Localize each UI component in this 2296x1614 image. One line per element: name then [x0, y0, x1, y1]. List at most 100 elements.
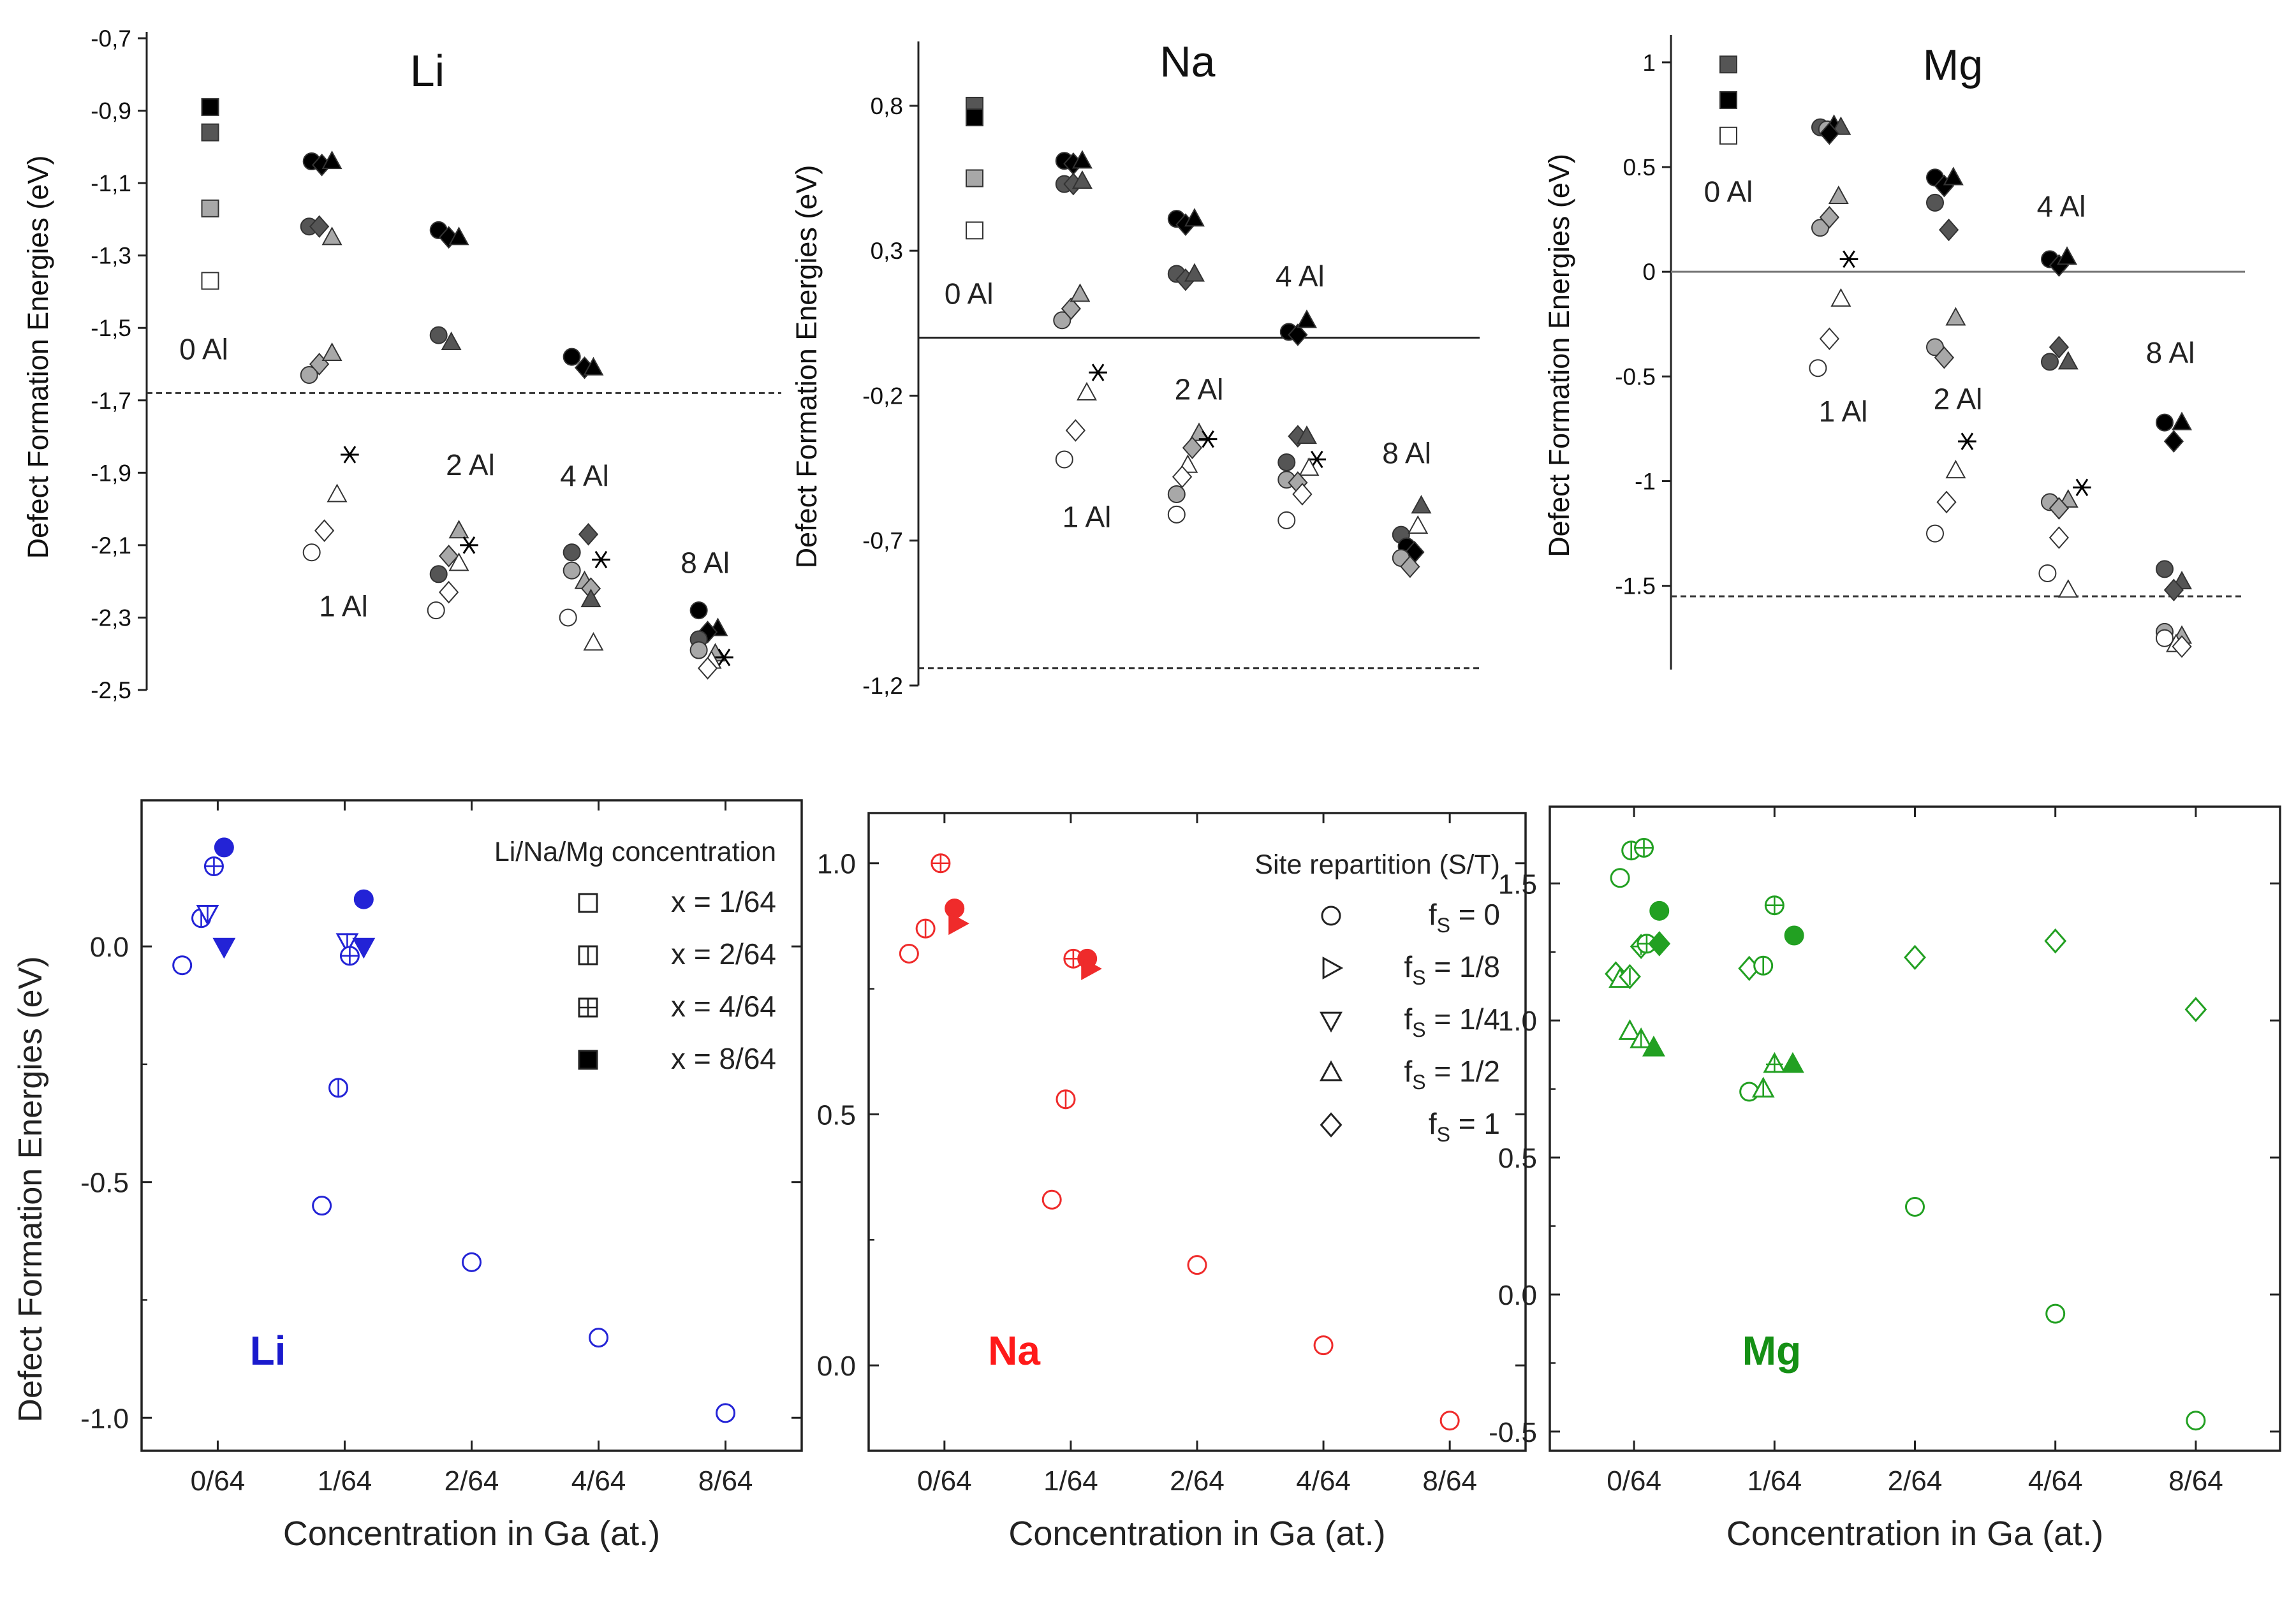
data-point	[300, 366, 318, 385]
data-point	[438, 545, 459, 568]
panel-title: Na	[1160, 38, 1216, 86]
panel-title: Li	[250, 1328, 286, 1374]
data-point	[1828, 185, 1849, 205]
data-point	[353, 889, 374, 909]
data-point	[689, 641, 708, 659]
data-point	[1296, 425, 1317, 444]
data-point	[1943, 166, 1964, 186]
y-tick-label: 0.5	[817, 1099, 856, 1131]
legend-marker	[578, 1050, 598, 1070]
legend-label-sub: S	[1437, 914, 1450, 937]
data-point	[1719, 126, 1737, 145]
data-point	[1618, 1019, 1642, 1040]
panel-bottom-mg: 1.5 1.0 0.5 0.0 -0.5 0/64 1/64 2/64 4/64 8/64 Conc…	[1489, 805, 2281, 1553]
data-point	[966, 221, 983, 240]
legend-label-rest: = 1/2	[1426, 1055, 1500, 1088]
data-point	[1958, 432, 1976, 450]
data-point	[2045, 1303, 2066, 1324]
data-point	[697, 657, 718, 680]
data-point	[563, 348, 581, 366]
data-point	[201, 123, 219, 142]
data-point	[1809, 359, 1827, 378]
data-point	[1945, 307, 1966, 326]
data-point	[1904, 944, 1926, 971]
y-tick-label: -2,1	[91, 532, 131, 559]
data-point	[214, 837, 234, 858]
legend-label: x = 4/64	[671, 990, 776, 1023]
data-point	[1071, 150, 1093, 169]
top-left-ylabel: Defect Formation Energies (eV)	[22, 156, 54, 559]
data-point	[1819, 122, 1840, 145]
data-point	[429, 326, 448, 344]
data-point	[559, 608, 577, 627]
y-tick-label: 0.0	[1498, 1280, 1537, 1311]
legend-title: Site repartition (S/T)	[1255, 849, 1500, 880]
data-point	[460, 536, 478, 554]
group-label: 4 Al	[1276, 260, 1325, 293]
data-point	[563, 543, 581, 562]
data-point	[1292, 483, 1313, 506]
data-point	[201, 98, 219, 116]
data-point	[2041, 353, 2059, 371]
x-tick-label: 4/64	[2028, 1465, 2083, 1497]
data-point	[583, 356, 604, 376]
x-tick-label: 0/64	[917, 1465, 972, 1497]
data-point	[1936, 490, 1957, 514]
panel-top-na: 0,8 0,3 -0,2 -0,7 -1,2 Defect Formation Energ…	[790, 38, 1480, 699]
data-point	[1945, 460, 1966, 479]
x-tick-label: 4/64	[1296, 1465, 1351, 1497]
data-point	[1784, 925, 1804, 946]
group-label: 4 Al	[2037, 189, 2086, 223]
y-tick-label: -1,2	[862, 673, 903, 699]
group-label: 4 Al	[560, 459, 609, 492]
data-point	[1081, 957, 1102, 981]
data-point	[2073, 478, 2091, 497]
data-point	[948, 912, 969, 935]
data-point	[2057, 246, 2077, 265]
data-point	[1172, 465, 1193, 488]
data-point	[1041, 1189, 1062, 1210]
data-point	[1288, 323, 1308, 346]
data-point	[716, 1403, 736, 1423]
panel-bottom-na: 1.0 0.5 0.0 0/64 1/64 2/64 4/64 8/64 Concentrati…	[817, 812, 1527, 1553]
y-axis-label: Defect Formation Energies (eV)	[790, 165, 823, 569]
data-point	[1198, 430, 1218, 448]
panel-title: Li	[410, 46, 445, 96]
data-point	[580, 589, 601, 608]
data-point	[2049, 335, 2070, 359]
data-point	[2172, 635, 2192, 658]
data-point	[1313, 1335, 1334, 1356]
data-point	[1811, 219, 1829, 237]
y-tick-label: -0,7	[862, 528, 903, 554]
data-point	[1277, 511, 1296, 529]
legend-label-main: f	[1429, 1107, 1437, 1140]
y-tick-label: -2,3	[91, 605, 131, 631]
y-tick-label: -0,9	[91, 98, 131, 124]
data-point	[462, 1252, 482, 1272]
data-point	[1065, 419, 1086, 442]
legend-marker	[1320, 1011, 1343, 1033]
x-tick-label: 1/64	[1043, 1465, 1098, 1497]
y-tick-label: 0,3	[871, 238, 903, 264]
data-point	[1926, 193, 1944, 212]
group-label: 2 Al	[446, 448, 495, 481]
y-tick-label: 0,8	[871, 93, 903, 119]
group-label: 0 Al	[1704, 175, 1753, 208]
data-point	[441, 331, 462, 350]
legend-label: fS = 0	[1429, 898, 1500, 937]
data-point	[2057, 579, 2079, 598]
legend-label-rest: = 1	[1450, 1107, 1500, 1140]
data-point	[321, 226, 342, 246]
data-point	[1167, 485, 1186, 503]
group-label: 8 Al	[2146, 336, 2195, 369]
x-axis-label: Concentration in Ga (at.)	[1726, 1515, 2103, 1553]
x-tick-label: 2/64	[445, 1465, 499, 1497]
data-point	[1167, 505, 1186, 524]
legend-label: x = 8/64	[671, 1042, 776, 1075]
data-point	[1719, 55, 1737, 74]
x-tick-label: 8/64	[698, 1465, 753, 1497]
data-point	[309, 215, 330, 238]
data-point	[341, 446, 359, 464]
data-point	[2156, 629, 2174, 647]
data-point	[1061, 297, 1081, 320]
